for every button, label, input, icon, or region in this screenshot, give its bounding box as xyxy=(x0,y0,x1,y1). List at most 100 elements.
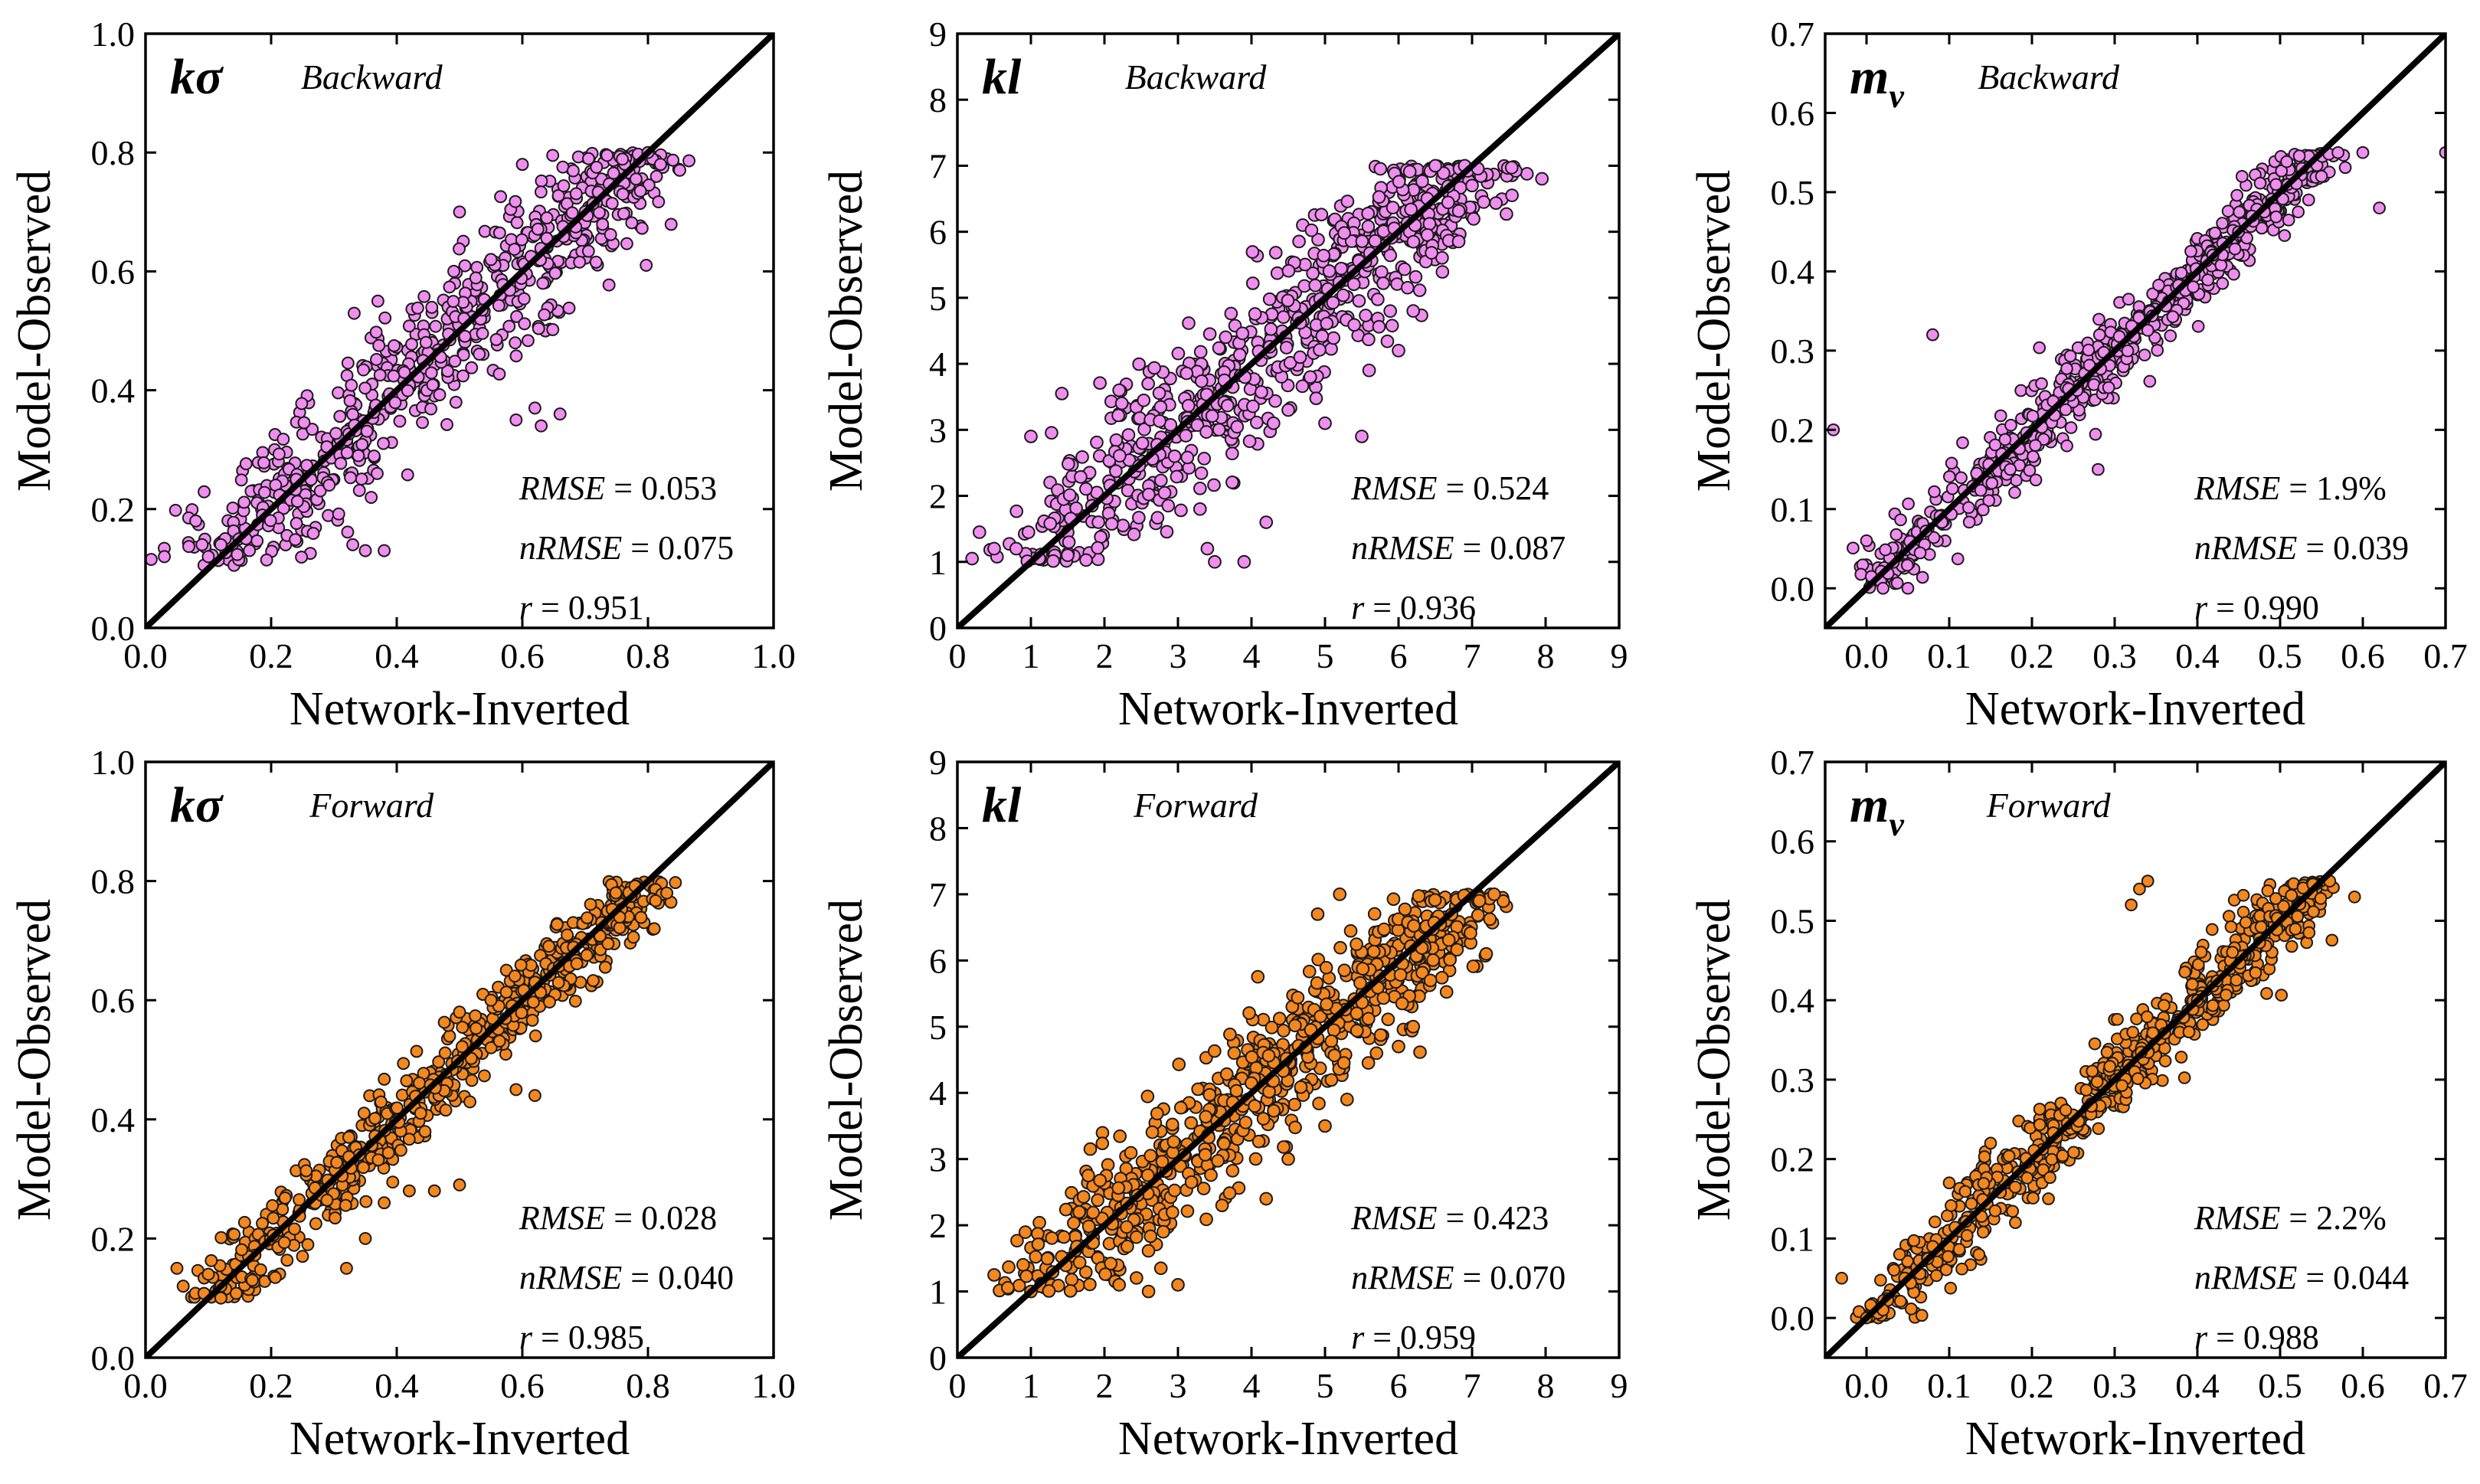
y-tick-label: 0.2 xyxy=(91,490,136,529)
data-point xyxy=(2056,1149,2069,1162)
data-point xyxy=(378,311,392,325)
data-point xyxy=(1326,296,1340,310)
data-point xyxy=(546,323,560,336)
data-point xyxy=(2023,463,2037,477)
data-point xyxy=(1955,471,1968,485)
direction-label: Forward xyxy=(1986,786,2112,825)
data-point xyxy=(1153,1261,1168,1276)
data-point xyxy=(1147,361,1161,375)
data-point xyxy=(1211,1154,1225,1168)
data-point xyxy=(2292,149,2306,162)
data-point xyxy=(538,308,551,322)
x-tick-label: 0.1 xyxy=(1927,1366,1971,1405)
data-point xyxy=(1372,319,1386,334)
y-tick-label: 0.6 xyxy=(91,252,136,291)
data-point xyxy=(1223,1027,1237,1041)
data-point xyxy=(1279,341,1294,355)
data-point xyxy=(1227,1046,1242,1061)
data-point xyxy=(1415,174,1429,188)
data-point xyxy=(1370,293,1385,306)
data-point xyxy=(329,427,343,440)
y-tick-label: 1 xyxy=(929,543,947,582)
data-point xyxy=(2314,892,2328,905)
data-point xyxy=(346,538,360,551)
data-point xyxy=(1944,1281,1958,1295)
data-point xyxy=(352,449,365,463)
data-point xyxy=(465,361,479,374)
stat-rmse: RMSE = 0.423 xyxy=(1350,1199,1549,1237)
stat-r: r = 0.936 xyxy=(1351,589,1476,626)
data-point xyxy=(581,152,595,165)
data-point xyxy=(2067,1146,2080,1159)
data-point xyxy=(290,517,303,530)
data-point xyxy=(1337,963,1352,978)
data-point xyxy=(1002,1260,1016,1274)
x-tick-label: 0.6 xyxy=(2341,636,2385,675)
data-point xyxy=(352,484,366,497)
data-point xyxy=(2008,485,2021,499)
data-point xyxy=(1132,511,1146,525)
data-point xyxy=(1251,969,1265,984)
data-point xyxy=(561,928,574,942)
direction-label: Backward xyxy=(1125,57,1268,96)
data-point xyxy=(1422,217,1437,231)
stat-nrmse: nRMSE = 0.040 xyxy=(519,1259,734,1296)
x-tick-label: 8 xyxy=(1537,636,1555,675)
data-point xyxy=(402,1184,416,1198)
data-point xyxy=(2141,874,2154,887)
data-point xyxy=(2191,958,2205,971)
data-point xyxy=(1309,391,1323,406)
data-point xyxy=(332,386,345,400)
y-axis-title: Model-Observed xyxy=(8,899,61,1221)
data-point xyxy=(2033,1118,2046,1132)
data-point xyxy=(1157,1224,1170,1239)
data-point xyxy=(453,1005,466,1019)
data-point xyxy=(358,1231,372,1245)
data-point xyxy=(550,917,564,931)
data-point xyxy=(1277,1140,1291,1154)
data-point xyxy=(972,525,986,539)
y-tick-label: 7 xyxy=(929,875,947,914)
data-point xyxy=(320,1193,334,1207)
data-point xyxy=(2060,439,2073,453)
data-point xyxy=(593,206,606,220)
data-point xyxy=(2045,1152,2059,1166)
data-point xyxy=(1428,159,1442,173)
data-point xyxy=(620,237,633,250)
data-point xyxy=(1160,525,1174,539)
data-point xyxy=(652,195,666,208)
direction-label: Forward xyxy=(309,786,434,825)
data-point xyxy=(334,456,348,470)
data-point xyxy=(2121,344,2135,358)
data-point xyxy=(1939,1263,1953,1276)
data-point xyxy=(2292,205,2305,219)
data-point xyxy=(358,381,372,395)
data-point xyxy=(1081,1219,1096,1234)
data-point xyxy=(2064,421,2078,434)
data-point xyxy=(227,1227,241,1241)
data-point xyxy=(1093,1173,1107,1188)
data-point xyxy=(2291,910,2305,923)
data-point xyxy=(2082,343,2096,357)
data-point xyxy=(2289,922,2302,936)
x-tick-label: 0.1 xyxy=(1927,636,1971,675)
data-point xyxy=(1324,1073,1339,1087)
data-point xyxy=(1153,473,1168,488)
data-point xyxy=(2009,1216,2022,1230)
data-point xyxy=(1483,912,1497,927)
data-point xyxy=(378,1072,391,1086)
stat-nrmse: nRMSE = 0.070 xyxy=(1351,1259,1566,1296)
y-tick-label: 0.4 xyxy=(91,1100,136,1139)
data-point xyxy=(1926,328,1939,342)
data-point xyxy=(1194,374,1209,388)
x-tick-label: 0.8 xyxy=(626,636,670,675)
data-point xyxy=(1436,166,1451,180)
data-point xyxy=(344,471,358,485)
data-point xyxy=(1352,294,1366,308)
data-point xyxy=(2138,348,2151,361)
data-point xyxy=(477,1069,491,1083)
y-tick-label: 7 xyxy=(929,146,947,185)
y-tick-label: 0.5 xyxy=(1771,173,1815,212)
x-tick-label: 8 xyxy=(1537,1366,1555,1405)
